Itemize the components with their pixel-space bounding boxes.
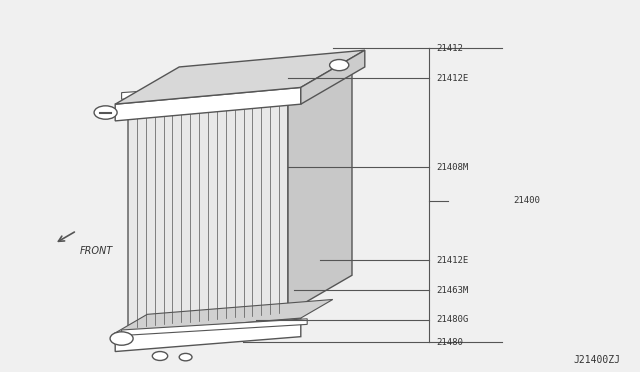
Polygon shape — [122, 80, 307, 99]
Text: 21480G: 21480G — [436, 315, 468, 324]
Circle shape — [179, 353, 192, 361]
Text: 21463M: 21463M — [436, 286, 468, 295]
Circle shape — [110, 332, 133, 345]
Text: FRONT: FRONT — [80, 246, 113, 256]
Circle shape — [94, 106, 117, 119]
Polygon shape — [122, 319, 307, 336]
Polygon shape — [115, 87, 301, 121]
Text: 21480: 21480 — [436, 338, 463, 347]
Circle shape — [330, 60, 349, 71]
Text: J21400ZJ: J21400ZJ — [574, 355, 621, 365]
Polygon shape — [115, 299, 333, 333]
Text: 21412E: 21412E — [436, 256, 468, 265]
Polygon shape — [115, 50, 365, 104]
Circle shape — [152, 352, 168, 360]
Text: 21400: 21400 — [513, 196, 540, 205]
Polygon shape — [128, 67, 352, 119]
Polygon shape — [301, 50, 365, 104]
Text: 21408M: 21408M — [436, 163, 468, 172]
Text: 21412: 21412 — [436, 44, 463, 53]
Polygon shape — [115, 318, 301, 352]
Text: 21412E: 21412E — [436, 74, 468, 83]
Polygon shape — [288, 67, 352, 312]
Polygon shape — [128, 104, 288, 327]
